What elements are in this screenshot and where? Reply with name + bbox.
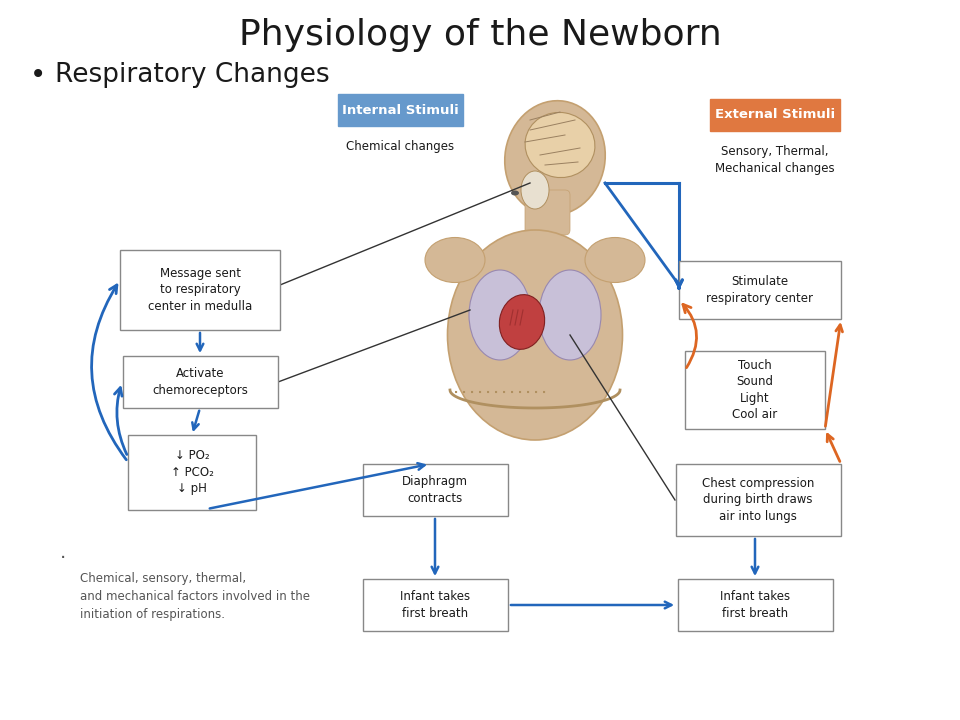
FancyBboxPatch shape bbox=[679, 261, 841, 319]
FancyBboxPatch shape bbox=[363, 579, 508, 631]
FancyBboxPatch shape bbox=[338, 94, 463, 126]
FancyBboxPatch shape bbox=[525, 190, 570, 235]
FancyBboxPatch shape bbox=[363, 464, 508, 516]
Text: Physiology of the Newborn: Physiology of the Newborn bbox=[239, 18, 721, 52]
FancyBboxPatch shape bbox=[676, 464, 841, 536]
Text: Infant takes
first breath: Infant takes first breath bbox=[720, 590, 790, 620]
Text: Infant takes
first breath: Infant takes first breath bbox=[400, 590, 470, 620]
FancyBboxPatch shape bbox=[120, 250, 280, 330]
Text: Activate
chemoreceptors: Activate chemoreceptors bbox=[152, 367, 248, 397]
Ellipse shape bbox=[447, 230, 622, 440]
FancyBboxPatch shape bbox=[678, 579, 832, 631]
FancyBboxPatch shape bbox=[685, 351, 825, 429]
Text: Message sent
to respiratory
center in medulla: Message sent to respiratory center in me… bbox=[148, 267, 252, 313]
Text: Internal Stimuli: Internal Stimuli bbox=[342, 104, 458, 117]
Text: Respiratory Changes: Respiratory Changes bbox=[55, 62, 329, 88]
Ellipse shape bbox=[511, 191, 519, 196]
Ellipse shape bbox=[539, 270, 601, 360]
Text: Chest compression
during birth draws
air into lungs: Chest compression during birth draws air… bbox=[702, 477, 814, 523]
Ellipse shape bbox=[521, 171, 549, 209]
Text: Stimulate
respiratory center: Stimulate respiratory center bbox=[707, 275, 813, 305]
Text: External Stimuli: External Stimuli bbox=[715, 109, 835, 122]
Text: ↓ PO₂
↑ PCO₂
↓ pH: ↓ PO₂ ↑ PCO₂ ↓ pH bbox=[171, 449, 213, 495]
Text: Sensory, Thermal,
Mechanical changes: Sensory, Thermal, Mechanical changes bbox=[715, 145, 835, 175]
Ellipse shape bbox=[505, 101, 605, 215]
Text: Chemical, sensory, thermal,
and mechanical factors involved in the
initiation of: Chemical, sensory, thermal, and mechanic… bbox=[80, 572, 310, 621]
Text: •: • bbox=[30, 61, 46, 89]
FancyBboxPatch shape bbox=[123, 356, 277, 408]
FancyBboxPatch shape bbox=[128, 434, 256, 510]
Ellipse shape bbox=[585, 238, 645, 282]
Text: Chemical changes: Chemical changes bbox=[346, 140, 454, 153]
Text: Diaphragm
contracts: Diaphragm contracts bbox=[402, 475, 468, 505]
Ellipse shape bbox=[499, 294, 544, 349]
Text: ·: · bbox=[60, 549, 66, 567]
Text: Touch
Sound
Light
Cool air: Touch Sound Light Cool air bbox=[732, 359, 778, 421]
Ellipse shape bbox=[469, 270, 531, 360]
Ellipse shape bbox=[525, 112, 595, 178]
FancyBboxPatch shape bbox=[710, 99, 840, 131]
Ellipse shape bbox=[425, 238, 485, 282]
